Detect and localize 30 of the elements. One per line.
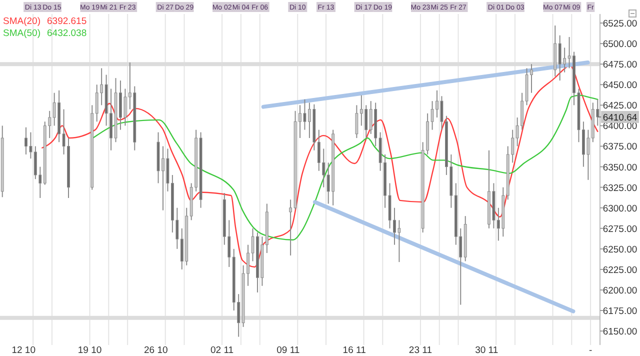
y-tick-label: 6175.00	[602, 306, 638, 318]
annotation: 6432.038	[47, 28, 87, 39]
y-tick-label: 6425.00	[602, 100, 638, 112]
y-tick-label: 6275.00	[602, 224, 638, 235]
text: 6410.64	[602, 112, 638, 124]
y-tick-label: 6500.00	[602, 39, 638, 50]
y-tick-label: 6200.00	[602, 285, 638, 296]
y-tick-label: 6525.00	[602, 18, 638, 30]
x-tick-label: 16 11	[342, 345, 366, 356]
annotation: 6392.615	[47, 16, 87, 27]
x-tick-label: 12 10	[12, 345, 36, 356]
y-tick-label: 6150.00	[602, 326, 638, 338]
y-tick-label: 6225.00	[602, 264, 638, 276]
y-tick-label: 6325.00	[602, 182, 638, 194]
y-tick-label: 6300.00	[602, 203, 638, 214]
x-tick-label: 30 11	[475, 345, 498, 356]
x-tick-label: 26 10	[144, 345, 168, 356]
y-tick-label: 6250.00	[602, 244, 638, 256]
x-tick-label: -	[588, 345, 592, 356]
x-tick-label: 23 11	[408, 345, 432, 356]
y-tick-label: 6350.00	[602, 162, 638, 174]
text: SMA(20)	[3, 16, 40, 27]
x-tick-label: 09 11	[276, 345, 300, 356]
x-tick-label: 02 11	[210, 345, 234, 356]
y-tick-label: 6400.00	[602, 121, 638, 132]
text: SMA(50)	[3, 28, 40, 39]
y-tick-label: 6475.00	[602, 60, 638, 71]
y-tick-label: 6375.00	[602, 142, 638, 153]
x-tick-label: 19 10	[78, 345, 102, 356]
y-tick-label: 6450.00	[602, 80, 638, 92]
